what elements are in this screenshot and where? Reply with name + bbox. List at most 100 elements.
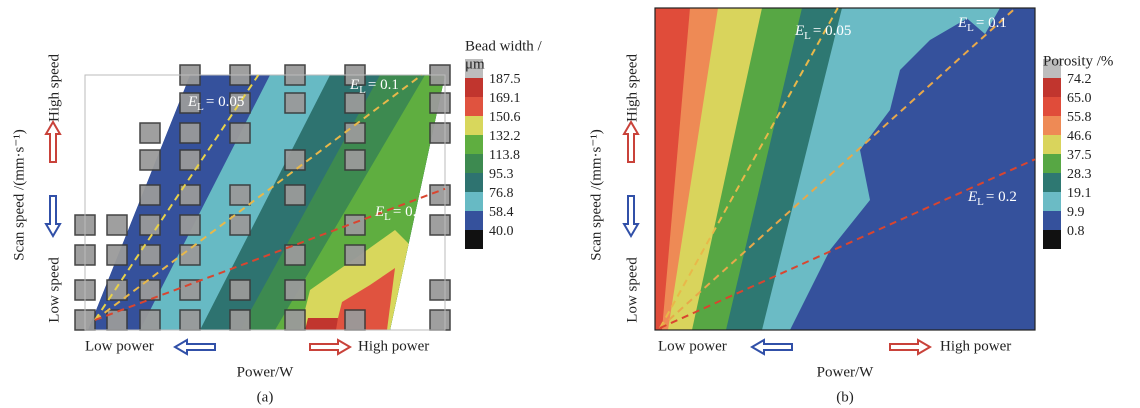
iso-label: EL = 0.1: [957, 15, 1007, 33]
iso-label: EL = 0.05: [187, 94, 244, 112]
iso-line: [94, 187, 446, 321]
colorbar-label: 74.2: [1067, 72, 1092, 87]
y-axis-label: Scan speed /(mm·s⁻¹): [588, 129, 604, 261]
colorbar-swatch: [1043, 173, 1061, 192]
colorbar-swatch: [465, 173, 483, 192]
colorbar-swatch: [1043, 230, 1061, 249]
colorbar-label: 40.0: [489, 224, 514, 239]
arrow: [173, 338, 216, 356]
sample-square: [106, 309, 128, 331]
iso-label: EL = 0.05: [794, 23, 851, 41]
subscript: L: [977, 196, 984, 208]
symbol: E: [957, 15, 967, 31]
value-label: = 0.05: [206, 94, 244, 110]
colorbar-swatch: [465, 211, 483, 230]
colorbar-swatch: [465, 135, 483, 154]
sample-square: [229, 279, 251, 301]
sample-square: [139, 244, 161, 266]
colorbar-label: 169.1: [489, 91, 521, 106]
colorbar-swatch: [1043, 135, 1061, 154]
colorbar-label: 187.5: [489, 72, 521, 87]
sample-square: [284, 92, 306, 114]
sample-square: [429, 309, 451, 331]
sample-square: [429, 279, 451, 301]
contour-band: [955, 8, 1000, 34]
contour-band: [305, 318, 338, 330]
arrow: [622, 195, 640, 238]
sample-square: [344, 309, 366, 331]
colorbar-swatch: [465, 78, 483, 97]
symbol: E: [794, 23, 804, 39]
panel-label: (a): [257, 389, 274, 405]
arrow: [44, 120, 62, 163]
power-label: Low power: [85, 338, 154, 354]
sample-square: [429, 122, 451, 144]
frame: [84, 74, 446, 331]
iso-line: [659, 7, 839, 329]
sample-square: [284, 309, 306, 331]
colorbar-label: 19.1: [1067, 186, 1092, 201]
sample-square: [429, 92, 451, 114]
subscript: L: [384, 211, 391, 223]
colorbar-label: 95.3: [489, 167, 514, 182]
speed-label: High speed: [624, 54, 640, 122]
colorbar-label: 55.8: [1067, 110, 1092, 125]
y-axis-label: Scan speed /(mm·s⁻¹): [11, 129, 27, 261]
value-label: = 0.2: [986, 189, 1017, 205]
value-label: = 0.05: [813, 23, 851, 39]
sample-square: [139, 309, 161, 331]
sample-square: [229, 309, 251, 331]
sample-square: [344, 244, 366, 266]
value-label: = 0.2: [393, 204, 424, 220]
sample-square: [284, 184, 306, 206]
sample-square: [229, 92, 251, 114]
sample-square: [139, 279, 161, 301]
sample-square: [284, 244, 306, 266]
arrow: [44, 195, 62, 238]
arrow: [309, 338, 352, 356]
sample-square: [106, 214, 128, 236]
colorbar-swatch: [465, 116, 483, 135]
colorbar-label: 65.0: [1067, 91, 1092, 106]
panel-label: (b): [836, 389, 854, 405]
sample-square: [139, 214, 161, 236]
symbol: E: [967, 189, 977, 205]
speed-label: Low speed: [624, 257, 640, 323]
value-label: = 0.1: [368, 77, 399, 93]
sample-square: [344, 149, 366, 171]
sample-square: [139, 149, 161, 171]
colorbar-swatch: [1043, 78, 1061, 97]
iso-line: [659, 7, 1017, 329]
x-axis-label: Power/W: [817, 364, 874, 380]
colorbar-title: μm: [465, 56, 485, 72]
colorbar-swatch: [1043, 116, 1061, 135]
colorbar-title: Porosity /%: [1043, 53, 1113, 69]
sample-square: [179, 184, 201, 206]
colorbar-top: [1043, 59, 1061, 78]
subscript: L: [804, 30, 811, 42]
colorbar-swatch: [1043, 192, 1061, 211]
sample-square: [139, 184, 161, 206]
sample-square: [284, 149, 306, 171]
subscript: L: [197, 101, 204, 113]
sample-square: [179, 92, 201, 114]
symbol: E: [187, 94, 197, 110]
sample-square: [429, 214, 451, 236]
sample-square: [284, 279, 306, 301]
colorbar-swatch: [1043, 211, 1061, 230]
colorbar-label: 76.8: [489, 186, 514, 201]
power-label: Low power: [658, 338, 727, 354]
speed-label: High speed: [46, 54, 62, 122]
sample-square: [179, 149, 201, 171]
arrow: [622, 120, 640, 163]
colorbar-label: 150.6: [489, 110, 521, 125]
iso-label: EL = 0.1: [349, 77, 399, 95]
colorbar-top: [465, 59, 483, 78]
sample-square: [229, 122, 251, 144]
subscript: L: [359, 84, 366, 96]
colorbar-swatch: [465, 154, 483, 173]
sample-square: [106, 244, 128, 266]
power-label: High power: [940, 338, 1011, 354]
iso-label: EL = 0.2: [374, 204, 424, 222]
